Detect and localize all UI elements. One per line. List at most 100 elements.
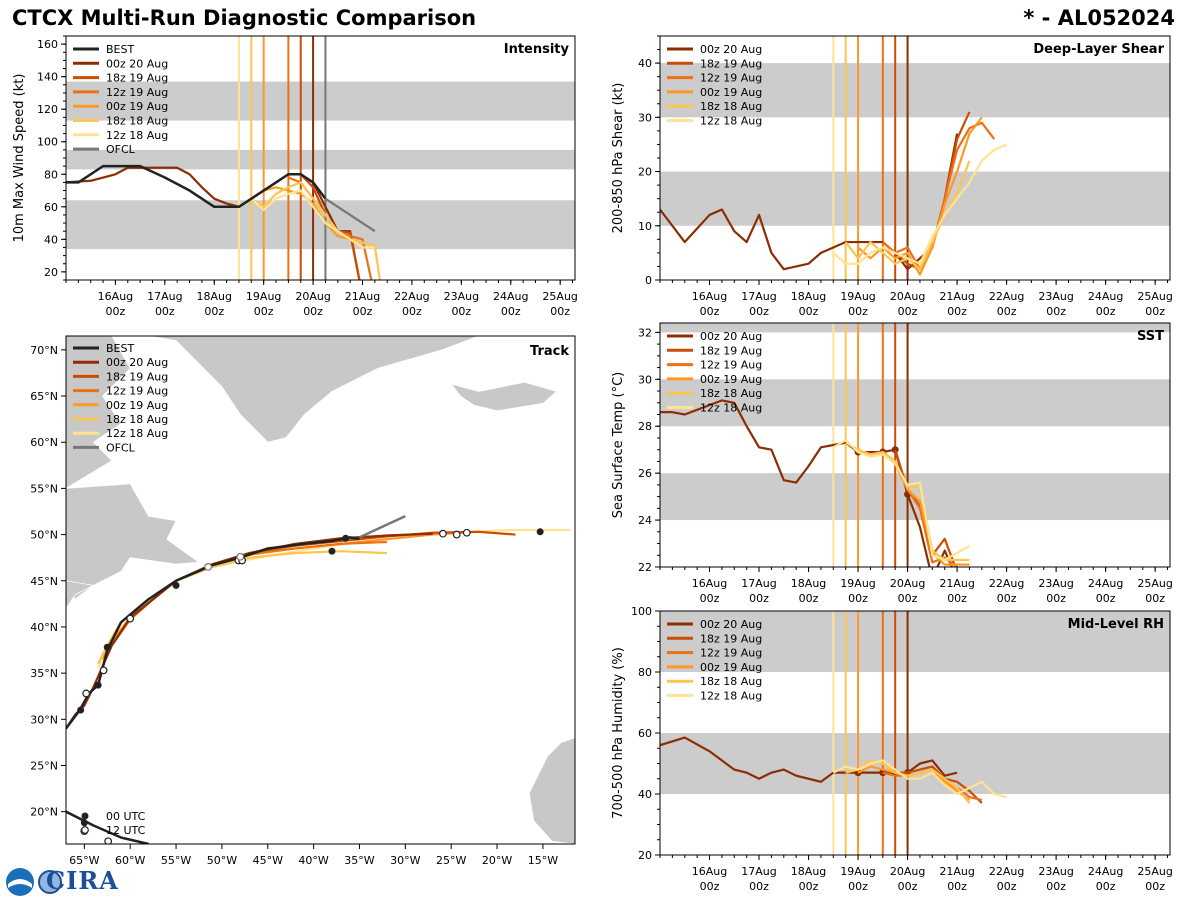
rh-xtick-label: 00z bbox=[848, 880, 868, 893]
track-xtick-label: 35°W bbox=[344, 854, 374, 867]
track-legend-label: 12z 19 Aug bbox=[106, 385, 168, 398]
intensity-plot-area bbox=[66, 36, 575, 280]
intensity-legend-label: 12z 19 Aug bbox=[106, 86, 168, 99]
intensity-series-line bbox=[250, 181, 381, 280]
shear-xtick-label: 21Aug bbox=[939, 290, 974, 303]
track-xtick-label: 45°W bbox=[253, 854, 283, 867]
rh-xtick-label: 23Aug bbox=[1038, 865, 1073, 878]
track-best-point-12utc bbox=[82, 689, 91, 698]
rh-xtick-label: 24Aug bbox=[1088, 865, 1123, 878]
intensity-xtick-label: 00z bbox=[550, 305, 570, 318]
sst-xtick-label: 21Aug bbox=[939, 577, 974, 590]
shear-xtick-label: 00z bbox=[848, 305, 868, 318]
track-best-point-12utc bbox=[462, 528, 471, 537]
panel-shear: 0 10 20 30 40 16Aug 00z 17Aug 00z 18Aug 00z 19Aug 00… bbox=[611, 35, 1173, 318]
intensity-xtick-label: 00z bbox=[402, 305, 422, 318]
intensity-legend-label: 18z 19 Aug bbox=[106, 72, 168, 85]
rh-band bbox=[660, 733, 1170, 794]
sst-ytick-label: 24 bbox=[638, 514, 652, 527]
shear-legend-label: 12z 19 Aug bbox=[700, 72, 762, 85]
rh-legend-label: 12z 18 Aug bbox=[700, 690, 762, 703]
shear-xtick-label: 19Aug bbox=[840, 290, 875, 303]
track-xtick-label: 40°W bbox=[298, 854, 328, 867]
track-ofcl-point bbox=[236, 552, 245, 561]
noaa-logo-icon bbox=[6, 868, 62, 896]
iceland-land bbox=[450, 381, 558, 412]
shear-legend-label: 18z 18 Aug bbox=[700, 100, 762, 113]
track-best-point-00utc bbox=[80, 819, 88, 827]
shear-legend-label: 12z 18 Aug bbox=[700, 115, 762, 128]
rh-legend-label: 00z 19 Aug bbox=[700, 661, 762, 674]
shear-xtick-label: 00z bbox=[749, 305, 769, 318]
shear-xtick-label: 00z bbox=[947, 305, 967, 318]
rh-ytick-label: 20 bbox=[638, 849, 652, 862]
intensity-ytick-label: 100 bbox=[37, 136, 58, 149]
maine-land bbox=[66, 580, 95, 610]
track-series-line bbox=[66, 810, 149, 844]
sst-ytick-label: 32 bbox=[638, 326, 652, 339]
shear-legend-label: 18z 19 Aug bbox=[700, 57, 762, 70]
rh-xtick-label: 22Aug bbox=[989, 865, 1024, 878]
sst-xtick-label: 18Aug bbox=[791, 577, 826, 590]
track-marker-legend-12 bbox=[81, 826, 89, 834]
sst-ylabel: Sea Surface Temp (°C) bbox=[611, 372, 626, 519]
rh-series-line bbox=[832, 759, 1007, 799]
track-best-point-00utc bbox=[328, 547, 336, 555]
shear-ytick-label: 40 bbox=[638, 57, 652, 70]
rh-xtick-label: 00z bbox=[799, 880, 819, 893]
track-best-point-12utc bbox=[126, 614, 135, 623]
sst-xtick-label: 00z bbox=[898, 592, 918, 605]
africa-land bbox=[524, 737, 575, 844]
rh-series-line bbox=[845, 759, 971, 804]
rh-ylabel: 700-500 hPa Humidity (%) bbox=[611, 647, 626, 819]
track-legend-label: 18z 19 Aug bbox=[106, 370, 168, 383]
sst-legend-label: 12z 18 Aug bbox=[700, 402, 762, 415]
rh-band bbox=[660, 611, 1170, 672]
track-legend-label: 12z 18 Aug bbox=[106, 427, 168, 440]
track-ytick-label: 50°N bbox=[30, 529, 58, 542]
intensity-legend-label: BEST bbox=[106, 43, 134, 56]
intensity-xtick-label: 23Aug bbox=[444, 290, 479, 303]
intensity-xtick-label: 22Aug bbox=[394, 290, 429, 303]
shear-xtick-label: 00z bbox=[1096, 305, 1116, 318]
rh-xtick-label: 00z bbox=[1046, 880, 1066, 893]
track-legend-label: BEST bbox=[106, 342, 134, 355]
track-ofcl-point bbox=[204, 563, 213, 571]
rh-xtick-label: 00z bbox=[1096, 880, 1116, 893]
sst-legend-label: 00z 19 Aug bbox=[700, 373, 762, 386]
sst-xtick-label: 17Aug bbox=[741, 577, 776, 590]
track-ytick-label: 20°N bbox=[30, 806, 58, 819]
sst-ytick-label: 30 bbox=[638, 373, 652, 386]
intensity-xtick-label: 24Aug bbox=[493, 290, 528, 303]
intensity-xtick-label: 25Aug bbox=[542, 290, 577, 303]
intensity-band bbox=[66, 81, 575, 121]
rh-xtick-label: 00z bbox=[749, 880, 769, 893]
shear-series-line bbox=[857, 116, 983, 276]
rh-xtick-label: 20Aug bbox=[890, 865, 925, 878]
rh-ytick-label: 80 bbox=[638, 666, 652, 679]
track-ytick-label: 70°N bbox=[30, 344, 58, 357]
cira-logo-text: CIRA bbox=[46, 866, 119, 895]
intensity-ytick-label: 60 bbox=[44, 201, 58, 214]
shear-series-line bbox=[660, 133, 959, 271]
track-ytick-label: 60°N bbox=[30, 436, 58, 449]
intensity-series-line bbox=[66, 164, 327, 209]
intensity-ytick-label: 140 bbox=[37, 71, 58, 84]
page-title: CTCX Multi-Run Diagnostic Comparison bbox=[12, 6, 477, 30]
intensity-ylabel: 10m Max Wind Speed (kt) bbox=[12, 74, 27, 243]
sst-xtick-label: 00z bbox=[848, 592, 868, 605]
intensity-xtick-label: 16Aug bbox=[98, 290, 133, 303]
intensity-legend-label: 00z 20 Aug bbox=[106, 57, 168, 70]
sst-title: SST bbox=[1137, 329, 1164, 344]
sst-xtick-label: 00z bbox=[700, 592, 720, 605]
rh-xtick-label: 00z bbox=[700, 880, 720, 893]
sst-plot-area bbox=[660, 323, 1170, 567]
shear-xtick-label: 20Aug bbox=[890, 290, 925, 303]
sst-ytick-label: 28 bbox=[638, 420, 652, 433]
rh-xtick-label: 25Aug bbox=[1137, 865, 1172, 878]
rh-xtick-label: 16Aug bbox=[692, 865, 727, 878]
track-marker-legend-label: 12 UTC bbox=[106, 824, 146, 837]
rh-legend-label: 00z 20 Aug bbox=[700, 618, 762, 631]
rh-xtick-label: 21Aug bbox=[939, 865, 974, 878]
panel-sst: 22 24 26 28 30 32 16Aug 00z 17Aug 00z 18Aug 00z 19Au… bbox=[611, 322, 1173, 605]
